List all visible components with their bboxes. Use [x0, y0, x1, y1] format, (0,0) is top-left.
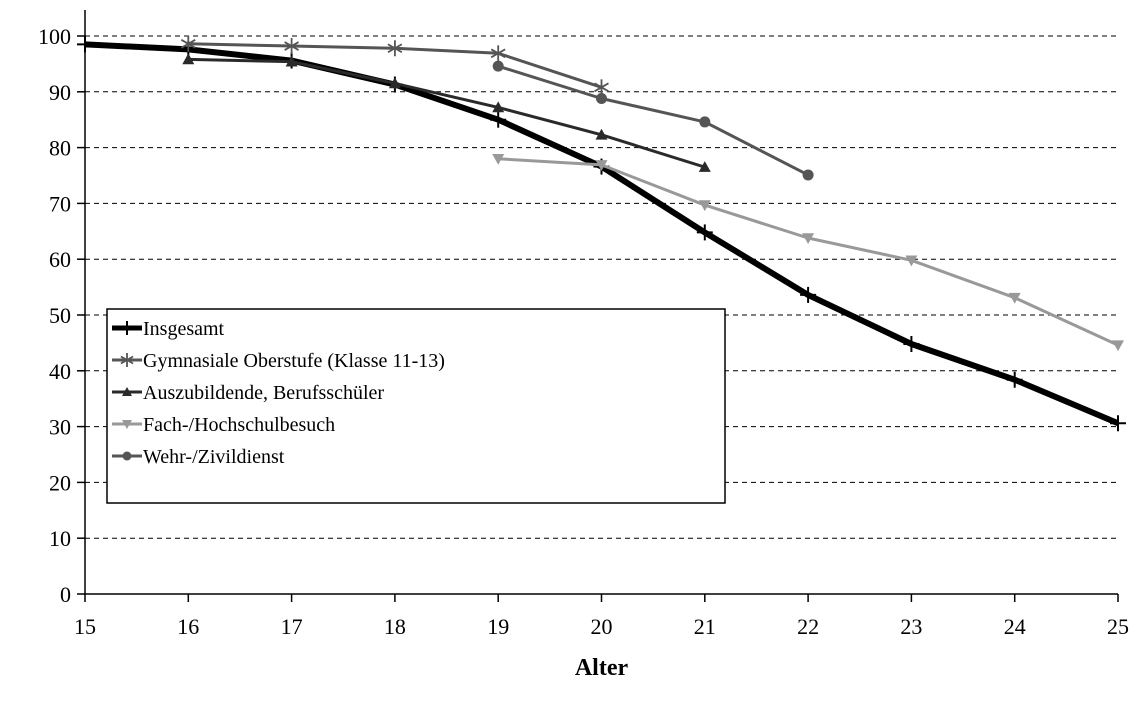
data-point	[492, 153, 505, 165]
legend-label: Insgesamt	[143, 318, 225, 340]
data-point	[1008, 292, 1021, 304]
data-point	[595, 128, 608, 140]
data-point	[800, 286, 817, 303]
x-tick-label: 15	[74, 614, 96, 639]
legend-label: Auszubildende, Berufsschüler	[143, 382, 384, 404]
legend-item: Insgesamt	[112, 318, 225, 340]
data-point	[802, 233, 815, 244]
data-point	[596, 92, 607, 104]
data-point	[180, 35, 196, 52]
data-point	[285, 55, 298, 67]
y-tick-label: 50	[49, 303, 71, 328]
y-tick-label: 80	[49, 136, 71, 161]
x-tick-label: 22	[797, 614, 819, 639]
series-3	[492, 153, 1124, 352]
x-tick-label: 25	[1107, 614, 1129, 639]
x-tick-label: 23	[900, 614, 922, 639]
legend-label: Wehr-/Zivildienst	[143, 446, 285, 468]
y-tick-label: 100	[38, 24, 71, 49]
data-point	[490, 45, 506, 62]
axes: 0 10 20 30 40 50 60 70 80 90 100 15 16 17 18 19 20 21 22 23…	[38, 10, 1129, 639]
data-point	[388, 77, 401, 89]
x-tick-label: 18	[384, 614, 406, 639]
data-point	[492, 60, 504, 72]
series-1	[180, 35, 609, 96]
data-point	[696, 224, 713, 241]
x-tick-label: 24	[1004, 614, 1026, 639]
legend-marker	[122, 451, 132, 461]
legend-label: Gymnasiale Oberstufe (Klasse 11-13)	[143, 350, 445, 372]
data-point	[698, 200, 711, 212]
series-line	[497, 64, 809, 177]
y-tick-label: 20	[49, 470, 71, 495]
legend-box	[106, 308, 726, 504]
x-axis-title: Alter	[575, 655, 629, 681]
data-point	[284, 38, 300, 55]
data-point	[905, 255, 918, 267]
data-point	[182, 53, 195, 65]
legend-item: Fach-/Hochschulbesuch	[112, 414, 335, 436]
x-tick-label: 19	[487, 614, 509, 639]
legend-item: Auszubildende, Berufsschüler	[112, 382, 384, 404]
legend: Insgesamt Gymnasiale Oberstufe (Klasse 11…	[106, 308, 726, 504]
data-point	[1112, 340, 1124, 352]
data-point	[1110, 415, 1126, 432]
data-point	[802, 169, 814, 181]
data-point	[387, 40, 403, 57]
data-point	[699, 116, 711, 128]
data-point	[77, 36, 93, 53]
legend-marker	[120, 321, 134, 335]
legend-marker	[122, 387, 132, 396]
series-2	[182, 53, 711, 172]
y-tick-label: 90	[49, 80, 71, 105]
series-line	[188, 57, 706, 169]
legend-item: Gymnasiale Oberstufe (Klasse 11-13)	[112, 350, 445, 372]
y-tick-label: 30	[49, 415, 71, 440]
data-point	[595, 160, 608, 171]
data-point	[490, 111, 507, 128]
data-point	[594, 79, 609, 96]
y-tick-label: 10	[49, 526, 71, 551]
legend-marker	[122, 420, 132, 429]
x-tick-label: 17	[281, 614, 303, 639]
data-point	[492, 101, 505, 113]
y-tick-label: 60	[49, 247, 71, 272]
series-lines	[77, 35, 1126, 432]
data-point	[903, 336, 920, 353]
data-point	[1006, 371, 1023, 388]
legend-marker	[120, 353, 134, 367]
y-tick-label: 70	[49, 191, 71, 216]
x-tick-label: 16	[177, 614, 199, 639]
series-4	[492, 60, 814, 181]
x-tick-label: 20	[591, 614, 613, 639]
y-tick-label: 40	[49, 359, 71, 384]
data-point	[698, 161, 711, 172]
x-tick-label: 21	[694, 614, 716, 639]
legend-item: Wehr-/Zivildienst	[112, 446, 285, 468]
y-tick-label: 0	[60, 582, 71, 607]
legend-label: Fach-/Hochschulbesuch	[143, 414, 335, 436]
